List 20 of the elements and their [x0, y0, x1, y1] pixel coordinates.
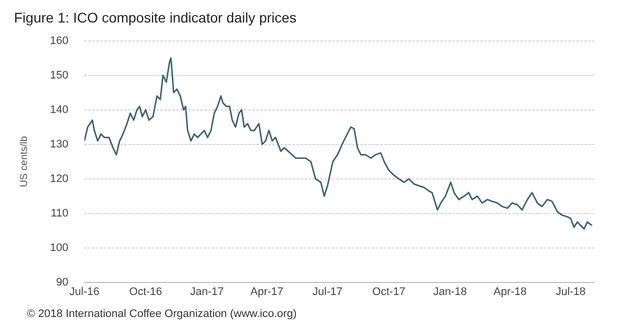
y-tick-label: 110: [50, 207, 68, 220]
chart-title: Figure 1: ICO composite indicator daily prices: [14, 9, 296, 26]
y-tick-label: 120: [50, 172, 68, 185]
y-tick-label: 150: [50, 69, 68, 82]
y-tick-label: 130: [50, 138, 68, 150]
x-tick-label: Apr-18: [494, 286, 527, 298]
x-tick-label: Jul-17: [312, 286, 342, 298]
y-tick-label: 90: [56, 276, 68, 288]
y-tick-label: 100: [50, 242, 68, 254]
x-tick-label: Jan-18: [433, 286, 467, 298]
y-axis-title: US cents/lb: [18, 136, 30, 188]
x-tick-label: Oct-17: [372, 286, 406, 298]
x-tick-label: Jan-17: [190, 286, 224, 298]
y-tick-label: 160: [50, 34, 68, 47]
text: © 2018 International Coffee Organization (www.ico.org): [27, 308, 297, 320]
x-tick-label: Jul-18: [556, 286, 586, 298]
x-tick-label: Oct-16: [129, 286, 162, 298]
y-tick-label: 140: [50, 104, 68, 116]
x-tick-label: Jul-16: [69, 286, 100, 298]
x-tick-label: Apr-17: [250, 286, 284, 298]
